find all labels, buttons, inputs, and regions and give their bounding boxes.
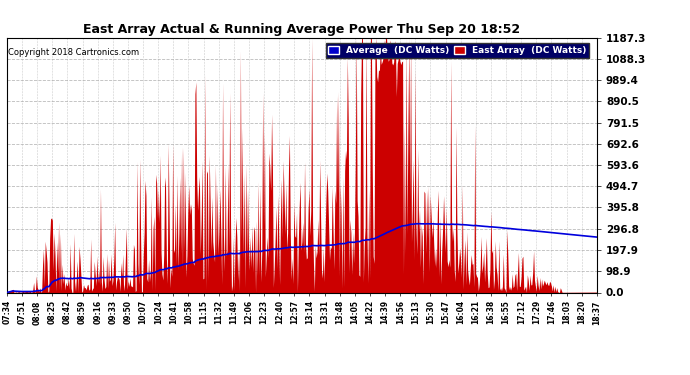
Legend: Average  (DC Watts), East Array  (DC Watts): Average (DC Watts), East Array (DC Watts… <box>326 43 589 58</box>
Title: East Array Actual & Running Average Power Thu Sep 20 18:52: East Array Actual & Running Average Powe… <box>83 23 520 36</box>
Text: Copyright 2018 Cartronics.com: Copyright 2018 Cartronics.com <box>8 48 139 57</box>
